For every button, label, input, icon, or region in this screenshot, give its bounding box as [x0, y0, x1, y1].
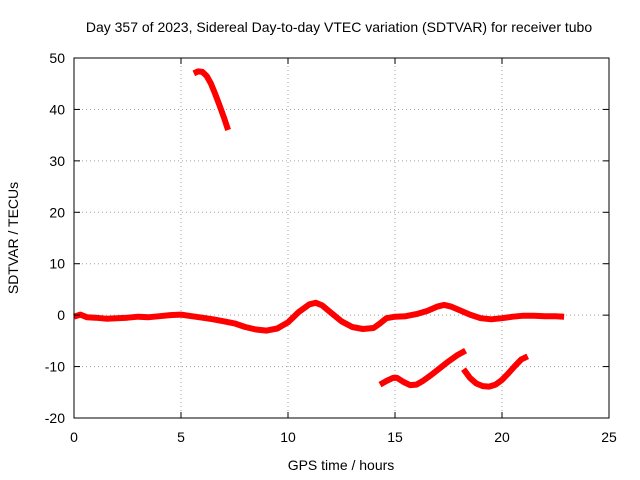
series-line-segment-1	[192, 68, 231, 131]
series-line-segment-3	[378, 347, 468, 389]
tick-layer: 0 5 10 15 20 25 -20 -10 0 10 20 30 40 50	[45, 50, 617, 445]
y-tick-label: 0	[57, 307, 65, 323]
y-tick-label: 40	[49, 101, 65, 117]
series-line-segment-4	[461, 353, 530, 390]
x-axis-label: GPS time / hours	[288, 457, 395, 473]
y-axis-label: SDTVAR / TECUs	[5, 182, 21, 294]
x-tick-label: 15	[387, 429, 403, 445]
y-tick-label: 20	[49, 204, 65, 220]
chart-title: Day 357 of 2023, Sidereal Day-to-day VTE…	[86, 19, 593, 35]
series-layer	[73, 68, 565, 390]
x-tick-label: 10	[280, 429, 296, 445]
y-tick-label: 10	[49, 256, 65, 272]
plot-frame	[73, 57, 610, 419]
series-line-segment-2	[73, 299, 565, 334]
y-tick-label: 50	[49, 50, 65, 66]
x-tick-label: 5	[177, 429, 185, 445]
x-tick-label: 20	[494, 429, 510, 445]
x-tick-label: 0	[70, 429, 78, 445]
y-tick-label: -20	[45, 410, 65, 426]
grid-layer	[74, 58, 609, 418]
y-tick-label: -10	[45, 359, 65, 375]
y-tick-label: 30	[49, 153, 65, 169]
x-tick-label: 25	[601, 429, 617, 445]
